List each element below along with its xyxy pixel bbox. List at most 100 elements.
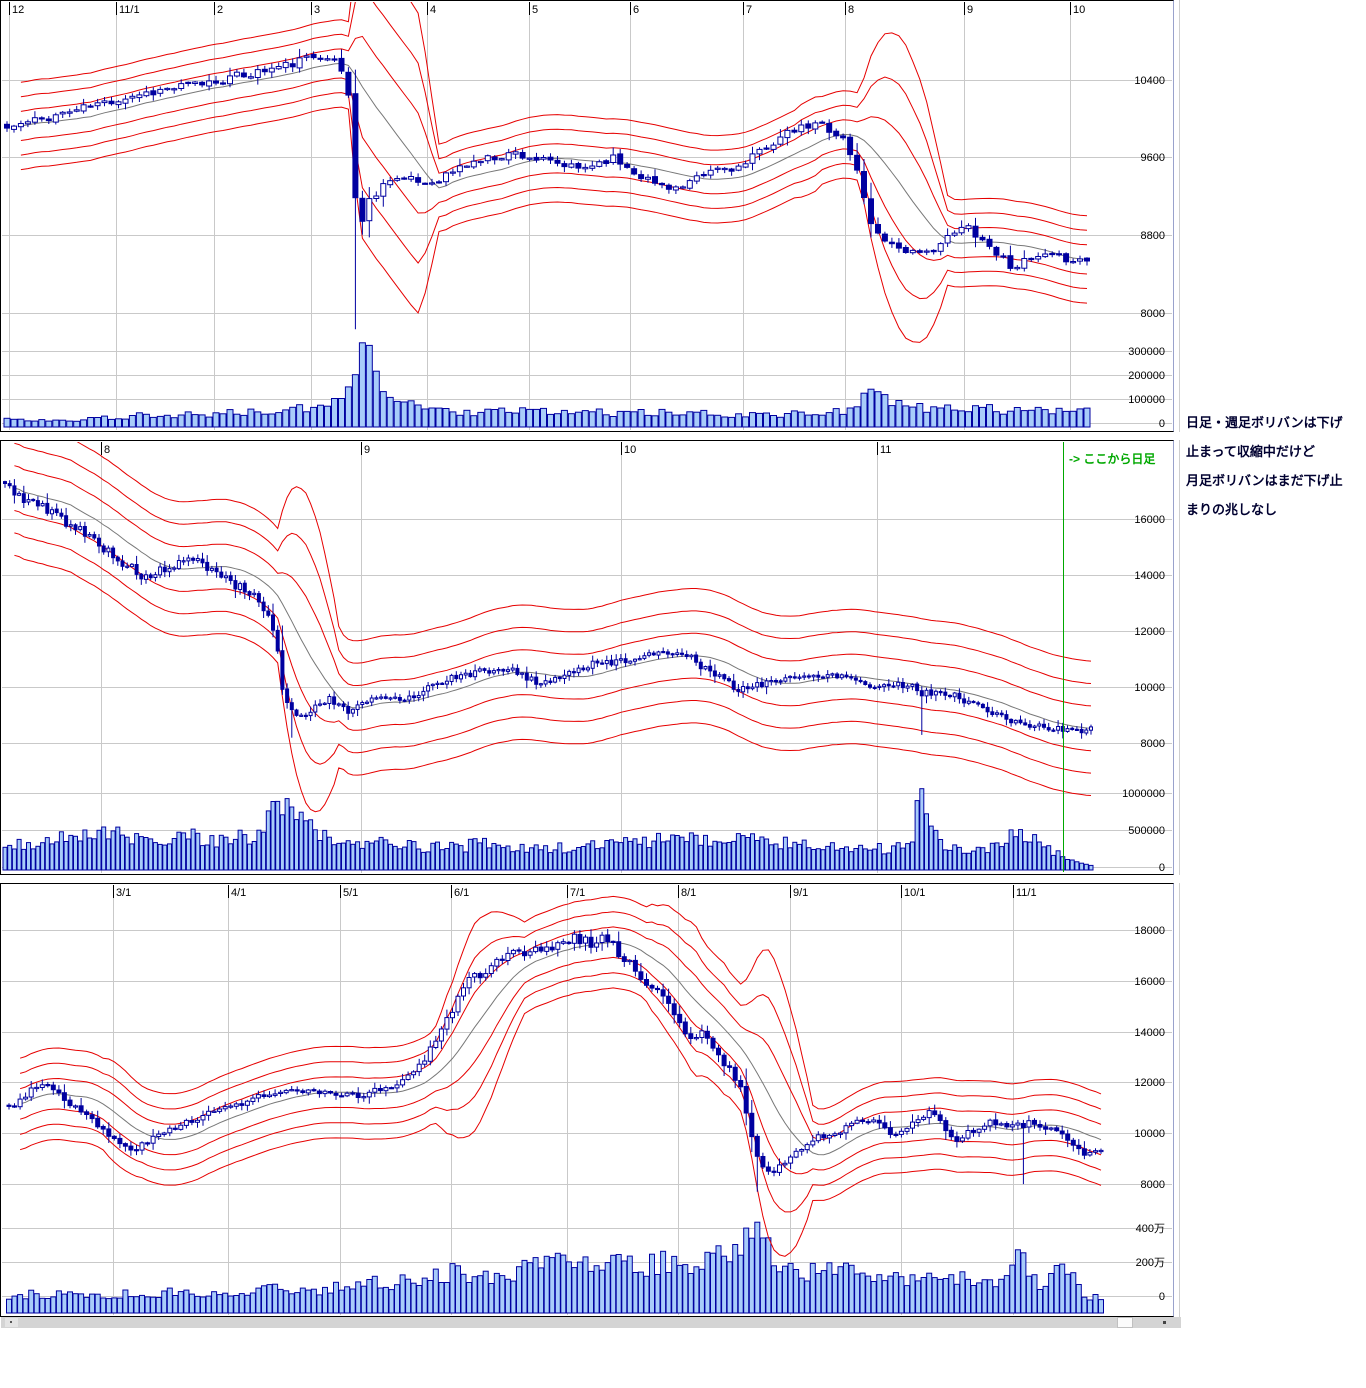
- x-axis-label: 10/1: [904, 887, 925, 899]
- volume-bar: [244, 1294, 251, 1314]
- candle-body: [1020, 1123, 1026, 1128]
- candle-body: [195, 558, 200, 562]
- volume-bar: [860, 392, 868, 428]
- volume-bar: [778, 848, 784, 871]
- volume-bar: [798, 1277, 805, 1314]
- candle-body: [186, 557, 191, 562]
- candle-body: [516, 949, 522, 952]
- volume-bar: [16, 838, 22, 871]
- candle-body: [4, 123, 10, 129]
- volume-bar: [425, 851, 431, 871]
- candle-body: [876, 1119, 882, 1124]
- candle-body: [128, 1145, 134, 1151]
- volume-bar: [463, 851, 469, 871]
- volume-bar: [994, 842, 1000, 871]
- candle-body: [699, 1030, 705, 1039]
- volume-bar: [1083, 863, 1089, 871]
- candle-body: [64, 515, 69, 527]
- volume-bar: [345, 840, 351, 871]
- candle-body: [129, 563, 134, 568]
- candle-body: [891, 685, 896, 688]
- horizontal-scrollbar[interactable]: [1, 1317, 1181, 1328]
- candle-body: [26, 499, 31, 503]
- volume-bar: [17, 418, 25, 428]
- candle-body: [854, 1119, 860, 1124]
- scroll-left-button[interactable]: [5, 1318, 18, 1327]
- volume-bar: [435, 841, 440, 871]
- price-chart-middle-pane[interactable]: 8 9 10 11 16000 14000 12000 10000 8000 1000000 500…: [0, 440, 1180, 875]
- volume-bar: [848, 851, 854, 871]
- volume-bar: [296, 404, 304, 428]
- price-chart-bottom-pane[interactable]: 3/1 4/1 5/1 6/1 7/1 8/1 9/1 10/1 11/1 18000 16000 1…: [0, 883, 1180, 1317]
- candle-body: [555, 942, 561, 950]
- volume-bar: [527, 1262, 534, 1314]
- candle-body: [73, 109, 80, 112]
- volume-bar: [218, 834, 224, 871]
- volume-bar: [499, 1275, 506, 1314]
- candle-body: [633, 658, 637, 662]
- candle-body: [412, 695, 416, 699]
- candle-body: [666, 995, 672, 1004]
- candle-body: [560, 941, 566, 944]
- volume-bar: [378, 836, 384, 871]
- volume-bar: [792, 841, 798, 871]
- candle-body: [759, 681, 764, 688]
- candle-body: [1070, 1139, 1076, 1146]
- price-chart-middle-plot[interactable]: 8 9 10 11 16000 14000 12000 10000 8000 1000000 500…: [1, 441, 1173, 874]
- volume-bar: [255, 1287, 262, 1314]
- scroll-right-button[interactable]: [1163, 1321, 1166, 1324]
- candle-body: [791, 129, 798, 133]
- candle-body: [661, 651, 666, 654]
- candle-body: [1026, 1120, 1032, 1128]
- volume-bar: [283, 1290, 290, 1314]
- candle-body: [1054, 1127, 1060, 1132]
- candle-body: [482, 668, 487, 671]
- candle-body: [450, 1011, 455, 1019]
- volume-bar: [190, 828, 196, 871]
- candle-body: [778, 680, 783, 683]
- volume-bar: [521, 1259, 528, 1314]
- candle-body: [397, 697, 402, 701]
- candle-body: [416, 695, 421, 699]
- volume-bar: [853, 848, 859, 871]
- volume-bar: [825, 412, 833, 428]
- y-axis-volume-label: 200万: [1136, 1257, 1165, 1269]
- volume-bar: [595, 408, 603, 428]
- volume-bar: [952, 844, 958, 871]
- volume-bar: [67, 1291, 73, 1314]
- volume-bar: [491, 409, 499, 428]
- candle-body: [735, 165, 742, 171]
- price-chart-top-pane[interactable]: 12 11/1 2 3 4 5 6 7 8 9 10 10400 9600 8800 8000 300000 2…: [0, 0, 1180, 432]
- volume-bar: [604, 840, 610, 871]
- candle-body: [847, 136, 854, 156]
- candle-body: [618, 658, 623, 661]
- candle-body: [603, 160, 610, 164]
- candle-body: [896, 681, 901, 687]
- volume-bar: [209, 835, 215, 871]
- candle-body: [704, 1030, 710, 1039]
- candle-body: [1048, 1127, 1054, 1130]
- volume-bar: [641, 836, 647, 871]
- volume-bar: [905, 843, 911, 871]
- candle-body: [604, 660, 609, 665]
- volume-bar: [265, 810, 271, 871]
- volume-bar: [728, 416, 736, 428]
- volume-bar: [310, 406, 318, 428]
- candle-body: [844, 674, 849, 678]
- candle-body: [111, 1135, 117, 1140]
- price-chart-bottom-plot[interactable]: 3/1 4/1 5/1 6/1 7/1 8/1 9/1 10/1 11/1 18000 16000 1…: [1, 884, 1173, 1316]
- candle-body: [915, 683, 920, 692]
- volume-bar: [698, 1268, 705, 1314]
- volume-bar: [270, 801, 276, 871]
- volume-bar: [430, 842, 436, 871]
- volume-bar: [763, 412, 770, 428]
- price-chart-top-plot[interactable]: 12 11/1 2 3 4 5 6 7 8 9 10 10400 9600 8800 8000 300000 2…: [1, 1, 1173, 431]
- candle-body: [843, 1125, 849, 1134]
- volume-bar: [139, 1294, 145, 1314]
- candle-body: [1009, 718, 1014, 724]
- volume-bar: [317, 404, 324, 428]
- volume-bar: [78, 1293, 85, 1314]
- candle-body: [586, 667, 590, 671]
- scrollbar-thumb[interactable]: [1117, 1317, 1133, 1328]
- candle-body: [904, 1127, 910, 1132]
